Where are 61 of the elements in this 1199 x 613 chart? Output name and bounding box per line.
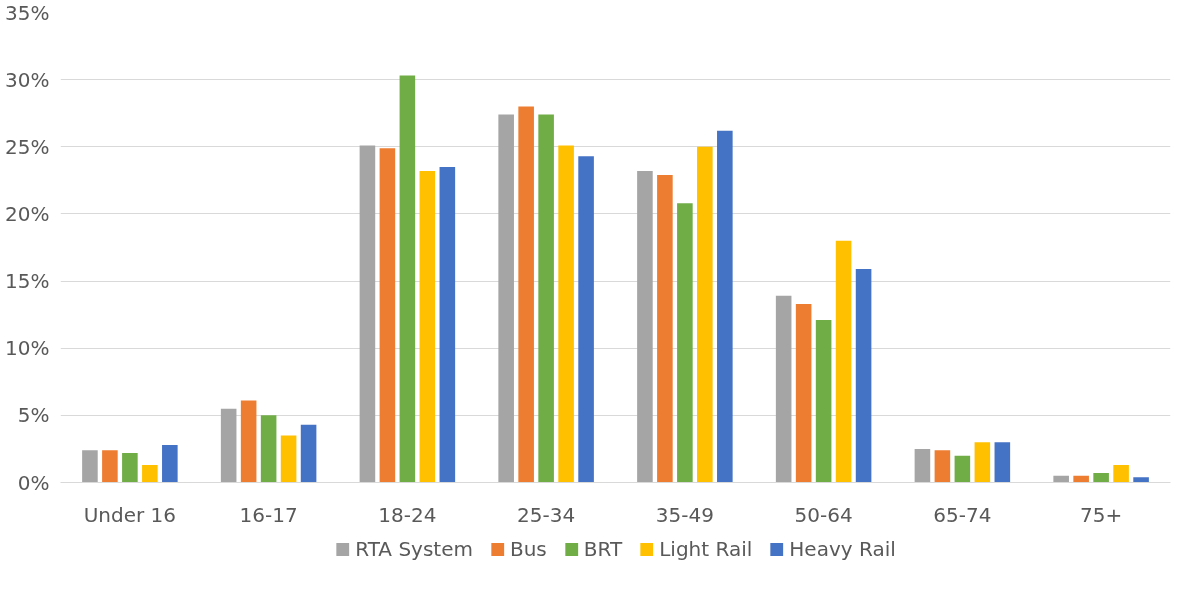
bar — [775, 295, 792, 483]
x-tick-label: 75+ — [1080, 502, 1123, 527]
bar — [914, 448, 931, 483]
y-tick-label: 5% — [17, 403, 50, 428]
bar — [578, 156, 594, 483]
bar — [657, 174, 673, 483]
bar — [102, 450, 118, 483]
legend-label: Light Rail — [659, 537, 753, 561]
x-tick-label: Under 16 — [83, 502, 177, 527]
bar — [82, 450, 98, 483]
y-tick-label: 15% — [5, 269, 50, 294]
legend-label: RTA System — [355, 537, 473, 561]
bar — [637, 170, 653, 483]
y-tick-label: 20% — [5, 201, 50, 226]
bar — [994, 442, 1011, 483]
bar — [1053, 475, 1069, 483]
bar — [954, 455, 971, 483]
bar — [162, 444, 178, 483]
legend-label: Heavy Rail — [789, 537, 896, 561]
x-tick-label: 25-34 — [517, 502, 576, 527]
bar — [974, 442, 991, 483]
bar — [419, 170, 436, 483]
x-tick-label: 65-74 — [933, 502, 992, 527]
y-tick-label: 35% — [5, 0, 50, 25]
bar — [1113, 465, 1129, 483]
x-tick-label: 35-49 — [655, 502, 714, 527]
y-tick-label: 30% — [5, 67, 50, 92]
bar — [835, 240, 852, 483]
bar — [122, 452, 138, 483]
legend-label: Bus — [509, 537, 547, 561]
bar — [142, 465, 158, 483]
bar — [280, 435, 297, 483]
legend-label: BRT — [583, 537, 623, 561]
bar — [1093, 473, 1109, 483]
bar — [538, 114, 554, 483]
x-tick-label: 50-64 — [794, 502, 853, 527]
bar — [855, 268, 872, 483]
bar — [815, 320, 832, 483]
bar — [697, 146, 713, 483]
y-tick-label: 10% — [5, 336, 50, 361]
bar — [300, 424, 317, 483]
bar — [399, 75, 416, 483]
bar — [359, 145, 376, 483]
x-tick-label: 18-24 — [378, 502, 437, 527]
bar — [240, 400, 257, 483]
bar — [795, 303, 812, 483]
y-tick-label: 0% — [17, 470, 50, 495]
bar — [558, 145, 574, 483]
bar — [220, 408, 237, 483]
bar — [260, 415, 277, 483]
bar — [1133, 477, 1149, 483]
bar — [717, 130, 733, 483]
x-tick-label: 16-17 — [239, 502, 298, 527]
bar — [439, 166, 456, 483]
bar — [379, 148, 396, 483]
bar — [677, 203, 693, 483]
y-tick-label: 25% — [5, 134, 50, 159]
bar — [934, 450, 951, 483]
bar — [518, 106, 534, 483]
bar — [1073, 475, 1089, 483]
bar — [498, 114, 514, 483]
